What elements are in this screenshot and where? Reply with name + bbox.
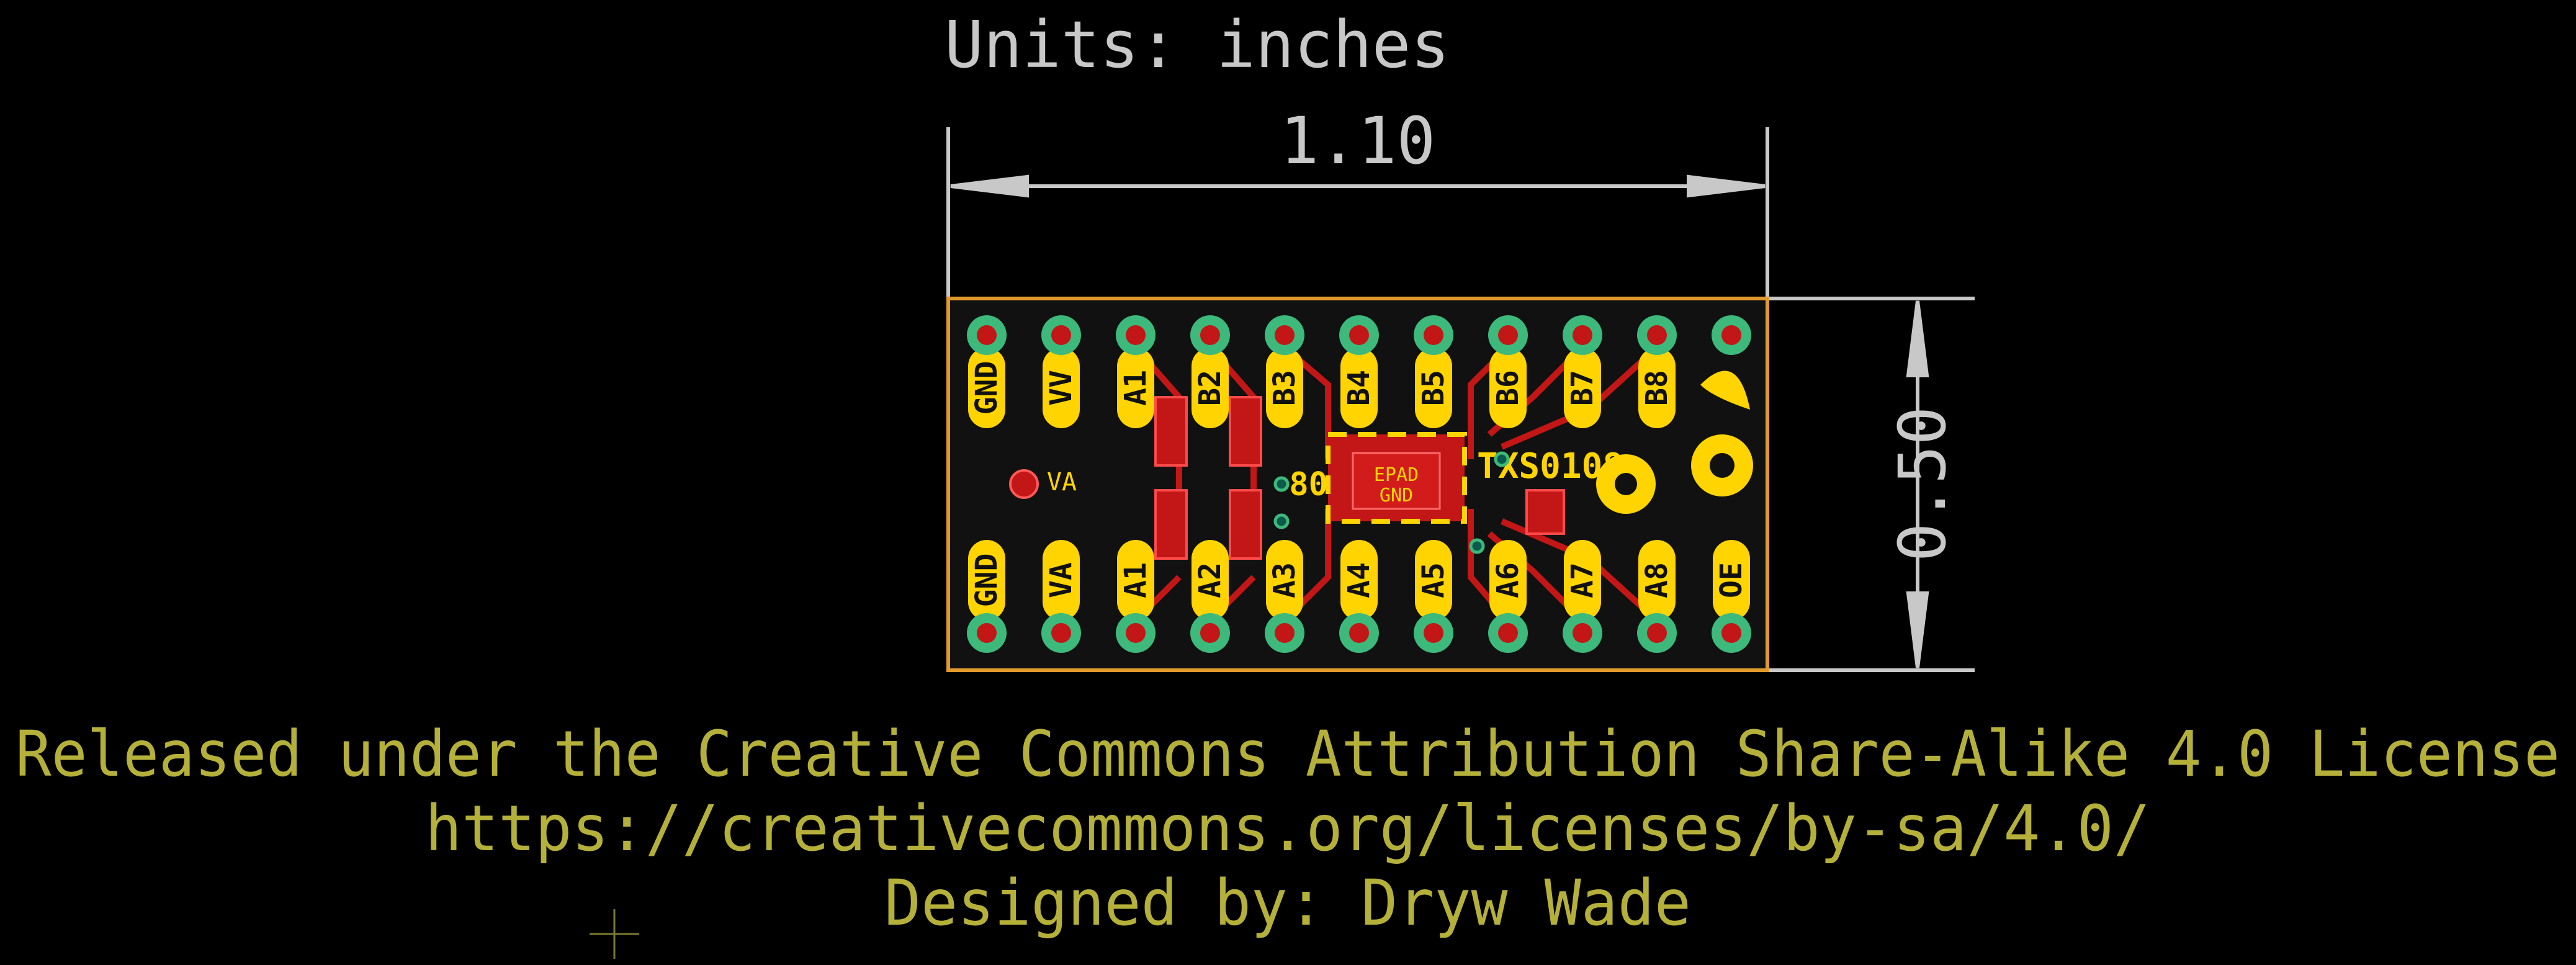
pin-label-pill	[968, 348, 1005, 428]
logo-mark-icon	[1700, 370, 1750, 410]
height-value: 0.50	[1885, 406, 1960, 562]
pin-label: A4	[1342, 562, 1376, 598]
pin-label: B2	[1193, 370, 1227, 406]
designer-text: Designed by: Dryw Wade	[884, 866, 1691, 940]
epad	[1352, 452, 1441, 510]
pin-label-pill	[1192, 348, 1229, 428]
pin-label: B5	[1416, 370, 1451, 406]
pin-hole	[1424, 623, 1443, 643]
pin-hole	[1647, 623, 1667, 643]
gear-icon	[1596, 454, 1656, 514]
pin-label: B6	[1491, 370, 1525, 406]
pin-label-pill	[1340, 348, 1378, 428]
arrow-up-icon	[1906, 300, 1929, 377]
pin-hole	[1200, 623, 1220, 643]
pin-label-pill	[1638, 540, 1676, 621]
pin-hole	[1498, 325, 1518, 345]
pin-label-pill	[1340, 540, 1378, 621]
pin-label: A1	[1118, 370, 1153, 406]
pin-label-pill	[1415, 540, 1452, 621]
pin-label: VV	[1044, 370, 1079, 406]
pin-hole	[1349, 325, 1369, 345]
pin-label-pill	[1192, 540, 1229, 621]
epad-label: EPAD	[1374, 464, 1419, 486]
smd-components	[1154, 396, 1565, 560]
pin-label: A5	[1416, 562, 1451, 598]
width-dimension	[946, 127, 1769, 297]
pin-hole	[1126, 325, 1146, 345]
pin-hole	[1200, 325, 1220, 345]
pin-label-pill	[1489, 540, 1527, 621]
license-text: Released under the Creative Commons Attr…	[16, 717, 2560, 791]
height-dimension	[1767, 297, 1975, 672]
pin-label: A2	[1193, 562, 1227, 598]
chip: EPAD GND 80 TXS0108	[1289, 432, 1623, 524]
pin-label: B3	[1267, 370, 1302, 406]
pin-hole	[1721, 325, 1741, 345]
width-value: 1.10	[1280, 103, 1435, 179]
arrow-right-icon	[1687, 174, 1766, 198]
vias	[1273, 451, 1510, 554]
va-small-label: VA	[1047, 468, 1077, 496]
units-label: Units: inches	[945, 7, 1450, 83]
pin-label: VA	[1044, 562, 1079, 598]
epad-gnd-label: GND	[1380, 485, 1413, 506]
pin-label-pill	[1564, 348, 1601, 428]
origin-crosshair-icon	[590, 909, 639, 959]
arrow-down-icon	[1906, 591, 1929, 668]
pin-label: A3	[1267, 562, 1302, 598]
pin-label-pill	[1043, 348, 1080, 428]
pin-label-pill	[1713, 540, 1750, 621]
open-hardware-gear-icon	[1691, 434, 1753, 496]
pin-label-pill	[1638, 348, 1676, 428]
pin-label-pill	[968, 540, 1005, 621]
pin-hole	[977, 623, 997, 643]
pin-label: A7	[1565, 562, 1600, 598]
pin-label: A6	[1491, 562, 1525, 598]
pin-hole	[1573, 623, 1592, 643]
pin-hole	[1275, 623, 1295, 643]
pin-hole	[1573, 325, 1592, 345]
pin-label: B7	[1565, 370, 1600, 406]
pin-label: B8	[1640, 370, 1674, 406]
pin-hole	[1051, 623, 1071, 643]
pin-label-pill	[1117, 348, 1154, 428]
pin-label-pill	[1117, 540, 1154, 621]
pin-label-pill	[1564, 540, 1601, 621]
pcb-board: EPAD GND 80 TXS0108 VA GND GND VV VA A1 A1 B2 A…	[946, 297, 1769, 672]
pin-label: A8	[1640, 562, 1674, 598]
pin-label: GND	[969, 361, 1004, 415]
pin-hole	[1349, 623, 1369, 643]
pin-hole	[1051, 325, 1071, 345]
pin-label-pill	[1489, 348, 1527, 428]
pin-hole	[1498, 623, 1518, 643]
pin-hole	[977, 325, 997, 345]
fiducial-left	[1009, 469, 1039, 499]
pin-label: GND	[969, 554, 1004, 608]
pin-label-pill	[1266, 348, 1303, 428]
pin-hole	[1721, 623, 1741, 643]
pin-label: B4	[1342, 370, 1376, 406]
pin-label-pill	[1266, 540, 1303, 621]
pin-label: OE	[1714, 562, 1749, 598]
pin-hole	[1647, 325, 1667, 345]
pin-header: GND GND VV VA A1 A1 B2 A2 B3 A3 B4 A4 B5 A5 B6 A6 B7 A7 B8…	[967, 315, 1751, 653]
pin-hole	[1424, 325, 1443, 345]
pin-label: A1	[1118, 562, 1153, 598]
pin-hole	[1126, 623, 1146, 643]
pin-hole	[1275, 325, 1295, 345]
arrow-left-icon	[950, 174, 1029, 198]
license-url: https://creativecommons.org/licenses/by-…	[425, 792, 2150, 866]
pin-label-pill	[1415, 348, 1452, 428]
chip-left-label: 80	[1289, 466, 1328, 503]
pin-label-pill	[1043, 540, 1080, 621]
